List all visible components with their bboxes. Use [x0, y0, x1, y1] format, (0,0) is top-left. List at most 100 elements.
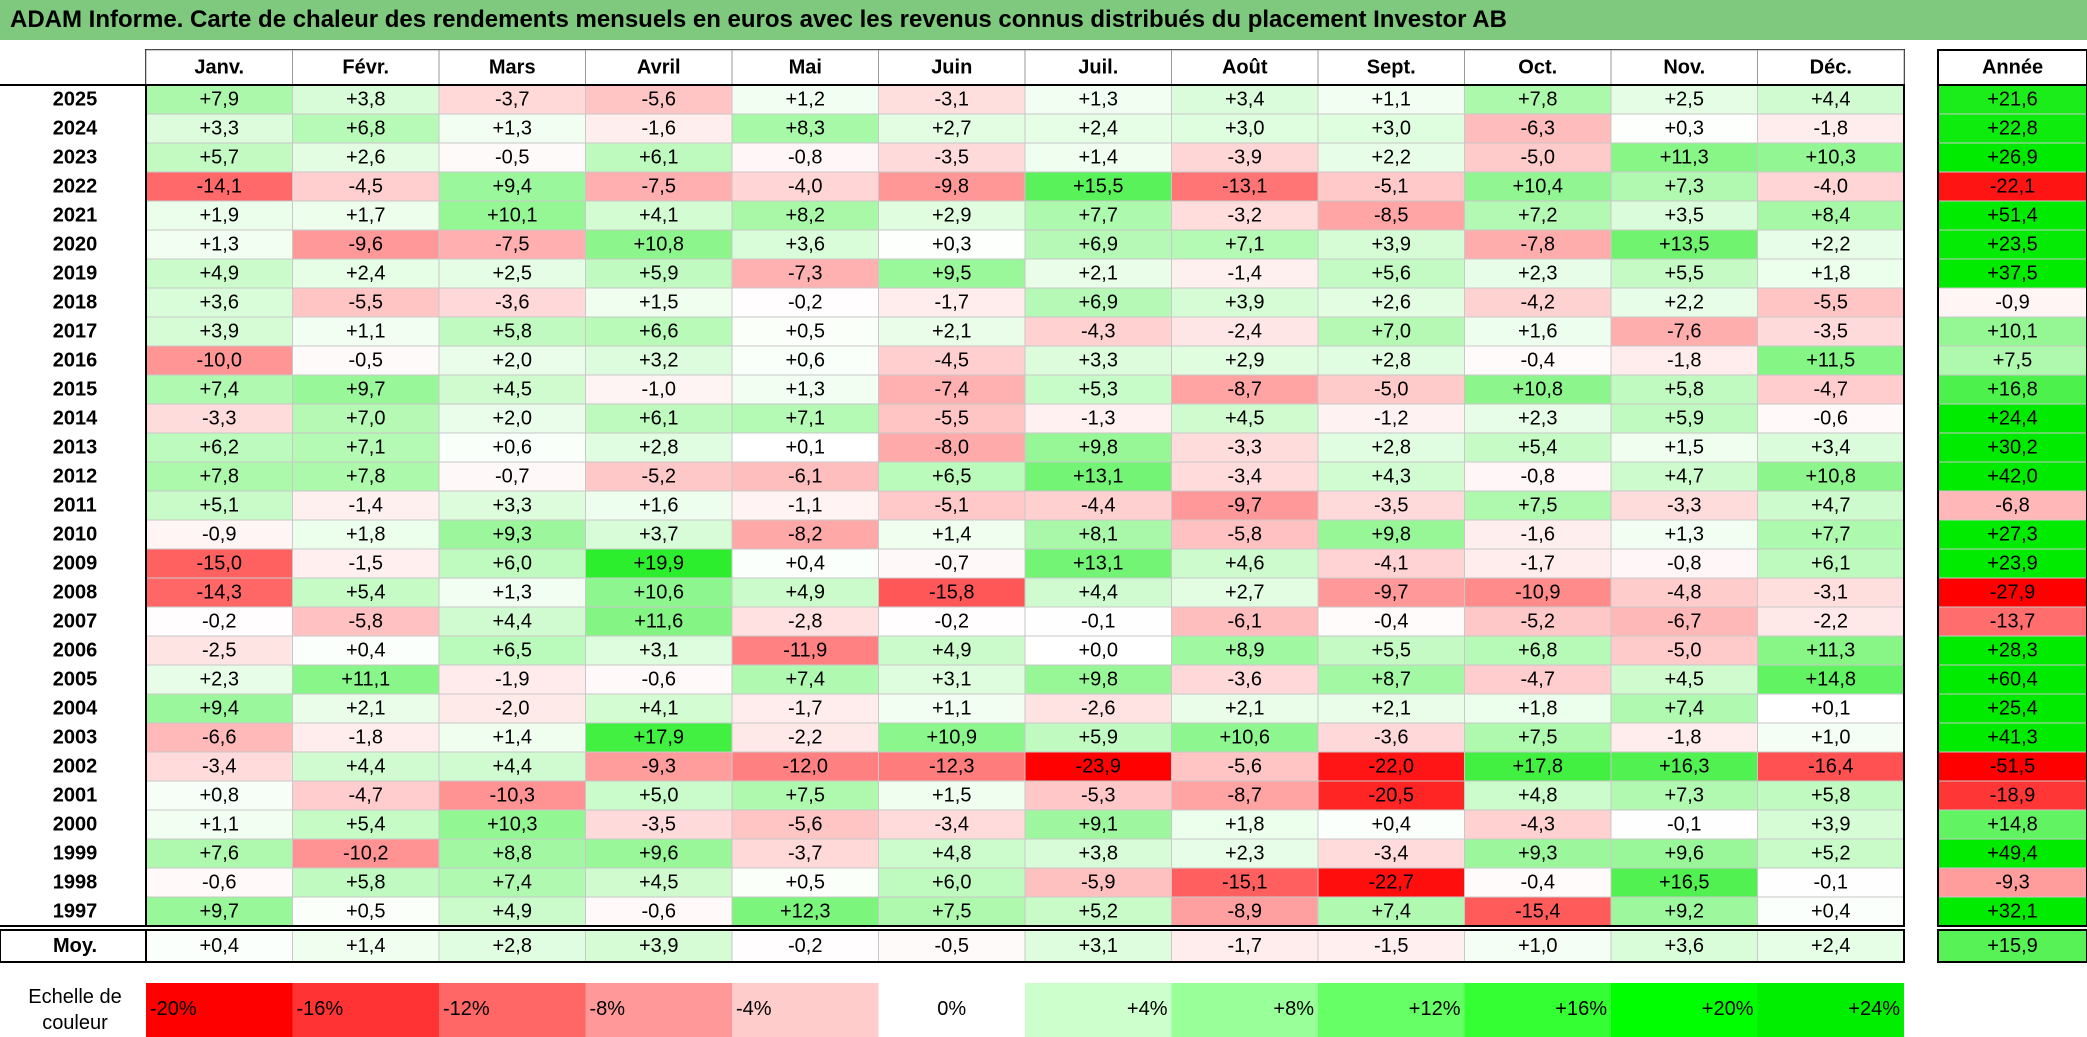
heatmap-cell	[292, 374, 440, 405]
annual-cell-value: -18,9	[1990, 785, 2036, 807]
column-header-cell	[1610, 49, 1758, 86]
heatmap-cell-value: -3,6	[495, 292, 529, 314]
heatmap-cell-value: +8,3	[786, 118, 825, 140]
heatmap-cell-value: +1,8	[1225, 814, 1264, 836]
row-year-label: 2010	[53, 524, 98, 546]
heatmap-cell-value: +5,9	[1079, 727, 1118, 749]
heatmap-cell	[1171, 432, 1319, 463]
heatmap-cell-value: +2,1	[932, 321, 971, 343]
average-cell-value: +3,6	[1665, 935, 1704, 957]
heatmap-cell-value: +7,8	[200, 466, 239, 488]
annual-cell-value: +23,9	[1987, 553, 2038, 575]
heatmap-cell	[585, 316, 733, 347]
heatmap-cell-value: -2,5	[202, 640, 236, 662]
heatmap-cell	[1317, 838, 1465, 869]
annual-cell-value: +41,3	[1987, 727, 2038, 749]
heatmap-cell-value: +11,5	[1806, 350, 1855, 372]
heatmap-cell-value: -1,7	[1521, 553, 1555, 575]
heatmap-cell-value: -0,2	[202, 611, 236, 633]
heatmap-cell	[585, 519, 733, 550]
heatmap-cell-value: +8,1	[1079, 524, 1118, 546]
heatmap-cell	[438, 838, 586, 869]
heatmap-cell-value: +2,2	[1665, 292, 1704, 314]
heatmap-cell-value: +4,4	[346, 756, 385, 778]
heatmap-cell-value: +3,0	[1372, 118, 1411, 140]
scale-step-label: -16%	[297, 998, 344, 1020]
heatmap-cell-value: +5,7	[200, 147, 239, 169]
heatmap-cell	[1757, 693, 1905, 724]
heatmap-cell-value: +6,5	[932, 466, 971, 488]
annual-cell-value: -6,8	[1995, 495, 2029, 517]
heatmap-cell	[145, 142, 293, 173]
heatmap-cell	[1024, 200, 1172, 231]
heatmap-cell-value: +1,5	[1665, 437, 1704, 459]
heatmap-cell	[585, 287, 733, 318]
heatmap-cell	[878, 113, 1026, 144]
heatmap-cell-value: +10,4	[1512, 176, 1563, 198]
column-header-label: Févr.	[342, 57, 389, 79]
annual-cell-value: +23,5	[1987, 234, 2038, 256]
row-year-label: 1997	[53, 901, 98, 923]
heatmap-cell-value: +9,8	[1372, 524, 1411, 546]
heatmap-cell-value: +1,4	[493, 727, 532, 749]
heatmap-cell-value: +9,1	[1079, 814, 1118, 836]
heatmap-cell	[731, 316, 879, 347]
scale-step-label: +12%	[1409, 998, 1461, 1020]
heatmap-cell	[1464, 316, 1612, 347]
annual-cell-value: +49,4	[1987, 843, 2038, 865]
row-year-label: 2008	[53, 582, 98, 604]
column-header-label: Mars	[489, 57, 536, 79]
row-year-label: 2002	[53, 756, 98, 778]
heatmap-cell	[1171, 200, 1319, 231]
heatmap-cell-value: +2,1	[1225, 698, 1264, 720]
average-cell	[1317, 929, 1465, 963]
heatmap-cell-value: -5,5	[1814, 292, 1848, 314]
annual-cell-value: +27,3	[1987, 524, 2038, 546]
annual-cell	[1937, 606, 2087, 637]
heatmap-cell-value: +9,3	[493, 524, 532, 546]
heatmap-cell-value: +0,4	[346, 640, 385, 662]
annual-body-frame	[1937, 84, 2087, 927]
heatmap-cell-value: +7,4	[493, 872, 532, 894]
heatmap-cell	[731, 200, 879, 231]
heatmap-cell-value: +3,3	[493, 495, 532, 517]
average-cells-frame	[145, 929, 1905, 963]
heatmap-cell	[292, 490, 440, 521]
heatmap-cell-value: -14,3	[196, 582, 242, 604]
scale-step-label: -12%	[443, 998, 490, 1020]
heatmap-cell-value: +2,6	[1372, 292, 1411, 314]
heatmap-cell	[438, 113, 586, 144]
row-year-label: 2022	[53, 176, 98, 198]
heatmap-cell-value: +3,4	[1225, 89, 1264, 111]
row-year-label: 2024	[53, 118, 98, 140]
heatmap-cell	[292, 200, 440, 231]
heatmap-cell-value: -23,9	[1075, 756, 1121, 778]
heatmap-cell	[1317, 258, 1465, 289]
heatmap-cell	[1757, 577, 1905, 608]
heatmap-cell	[1024, 461, 1172, 492]
heatmap-cell	[292, 606, 440, 637]
heatmap-cell-value: -5,0	[1521, 147, 1555, 169]
row-year-label: 2020	[53, 234, 98, 256]
annual-cell-value: -9,3	[1995, 872, 2029, 894]
heatmap-cell	[1317, 374, 1465, 405]
heatmap-cell-value: +2,4	[1079, 118, 1118, 140]
heatmap-cell	[1024, 606, 1172, 637]
heatmap-cell	[1317, 490, 1465, 521]
heatmap-cell-value: +1,8	[1518, 698, 1557, 720]
heatmap-cell-value: +4,9	[200, 263, 239, 285]
heatmap-cell	[1317, 113, 1465, 144]
heatmap-cell-value: +7,8	[1518, 89, 1557, 111]
heatmap-cell-value: -4,0	[1814, 176, 1848, 198]
heatmap-cell	[1757, 867, 1905, 898]
heatmap-cell-value: -5,2	[1521, 611, 1555, 633]
heatmap-cell-value: +9,3	[1518, 843, 1557, 865]
column-header-label: Août	[1222, 57, 1268, 79]
average-cell-value: +3,9	[639, 935, 678, 957]
heatmap-cell	[292, 113, 440, 144]
scale-swatch	[1025, 983, 1172, 1037]
average-cell	[1464, 929, 1612, 963]
heatmap-cell	[1171, 635, 1319, 666]
heatmap-cell-value: +4,4	[493, 611, 532, 633]
heatmap-cell	[1171, 606, 1319, 637]
